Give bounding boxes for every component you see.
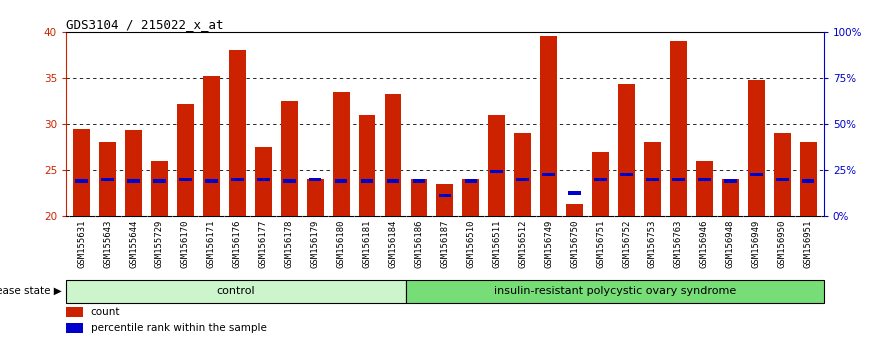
- Bar: [283, 179, 295, 183]
- Text: GSM156946: GSM156946: [700, 219, 709, 268]
- Bar: [387, 179, 399, 183]
- Bar: [127, 179, 140, 183]
- Text: disease state ▶: disease state ▶: [0, 286, 62, 296]
- Text: GSM156750: GSM156750: [570, 219, 579, 268]
- Bar: [125, 130, 142, 216]
- Bar: [436, 184, 454, 216]
- Bar: [203, 76, 220, 216]
- Text: GSM156510: GSM156510: [466, 219, 476, 268]
- Text: GSM156184: GSM156184: [389, 219, 397, 268]
- Text: GSM156178: GSM156178: [285, 219, 293, 268]
- Bar: [800, 142, 817, 216]
- Bar: [411, 179, 427, 216]
- Bar: [281, 101, 298, 216]
- Text: GSM156950: GSM156950: [778, 219, 787, 268]
- Bar: [66, 280, 406, 303]
- Text: GSM156751: GSM156751: [596, 219, 605, 268]
- Bar: [595, 177, 607, 181]
- Bar: [151, 161, 168, 216]
- Text: GSM156181: GSM156181: [363, 219, 372, 268]
- Bar: [153, 179, 166, 183]
- Text: GSM156951: GSM156951: [803, 219, 812, 268]
- Bar: [439, 194, 451, 197]
- Text: insulin-resistant polycystic ovary syndrome: insulin-resistant polycystic ovary syndr…: [493, 286, 736, 296]
- Bar: [255, 147, 271, 216]
- Bar: [257, 177, 270, 181]
- Bar: [309, 177, 322, 181]
- Bar: [776, 177, 788, 181]
- Bar: [100, 142, 116, 216]
- Bar: [566, 204, 583, 216]
- Text: GSM156511: GSM156511: [492, 219, 501, 268]
- Bar: [177, 104, 194, 216]
- Text: GSM156177: GSM156177: [259, 219, 268, 268]
- Bar: [66, 307, 83, 317]
- Text: GSM156187: GSM156187: [440, 219, 449, 268]
- Text: GSM156512: GSM156512: [518, 219, 527, 268]
- Bar: [515, 133, 531, 216]
- Text: GSM156186: GSM156186: [414, 219, 424, 268]
- Bar: [75, 179, 88, 183]
- Bar: [774, 133, 790, 216]
- Bar: [618, 84, 635, 216]
- Bar: [722, 179, 739, 216]
- Text: GSM156179: GSM156179: [311, 219, 320, 268]
- Bar: [231, 177, 244, 181]
- Bar: [672, 177, 685, 181]
- Bar: [406, 280, 824, 303]
- Bar: [620, 173, 633, 176]
- Bar: [335, 179, 347, 183]
- Text: GSM156948: GSM156948: [726, 219, 735, 268]
- Bar: [646, 177, 659, 181]
- Bar: [696, 161, 713, 216]
- Bar: [229, 50, 246, 216]
- Bar: [412, 179, 426, 183]
- Text: GDS3104 / 215022_x_at: GDS3104 / 215022_x_at: [66, 18, 224, 31]
- Bar: [592, 152, 609, 216]
- Bar: [724, 179, 737, 183]
- Bar: [307, 179, 323, 216]
- Text: GSM155643: GSM155643: [103, 219, 112, 268]
- Bar: [644, 142, 661, 216]
- Text: control: control: [217, 286, 255, 296]
- Bar: [205, 179, 218, 183]
- Bar: [568, 191, 581, 195]
- Text: GSM155644: GSM155644: [129, 219, 138, 268]
- Bar: [66, 324, 83, 333]
- Bar: [543, 173, 555, 176]
- Bar: [491, 170, 503, 173]
- Text: GSM156749: GSM156749: [544, 219, 553, 268]
- Bar: [360, 179, 374, 183]
- Text: GSM156763: GSM156763: [674, 219, 683, 268]
- Text: GSM156170: GSM156170: [181, 219, 190, 268]
- Text: GSM156176: GSM156176: [233, 219, 241, 268]
- Bar: [540, 36, 557, 216]
- Bar: [179, 177, 192, 181]
- Bar: [670, 41, 687, 216]
- Bar: [748, 80, 765, 216]
- Bar: [73, 129, 90, 216]
- Text: GSM156949: GSM156949: [751, 219, 761, 268]
- Text: GSM155631: GSM155631: [78, 219, 86, 268]
- Text: GSM156753: GSM156753: [648, 219, 657, 268]
- Bar: [698, 177, 711, 181]
- Bar: [385, 93, 402, 216]
- Text: GSM156180: GSM156180: [337, 219, 345, 268]
- Text: GSM156171: GSM156171: [207, 219, 216, 268]
- Bar: [488, 115, 505, 216]
- Text: count: count: [91, 307, 120, 317]
- Text: GSM156752: GSM156752: [622, 219, 631, 268]
- Bar: [516, 177, 529, 181]
- Bar: [802, 179, 815, 183]
- Bar: [333, 92, 350, 216]
- Text: percentile rank within the sample: percentile rank within the sample: [91, 323, 267, 333]
- Bar: [101, 177, 114, 181]
- Bar: [463, 179, 479, 216]
- Bar: [359, 115, 375, 216]
- Bar: [464, 179, 478, 183]
- Text: GSM155729: GSM155729: [155, 219, 164, 268]
- Bar: [750, 173, 763, 176]
